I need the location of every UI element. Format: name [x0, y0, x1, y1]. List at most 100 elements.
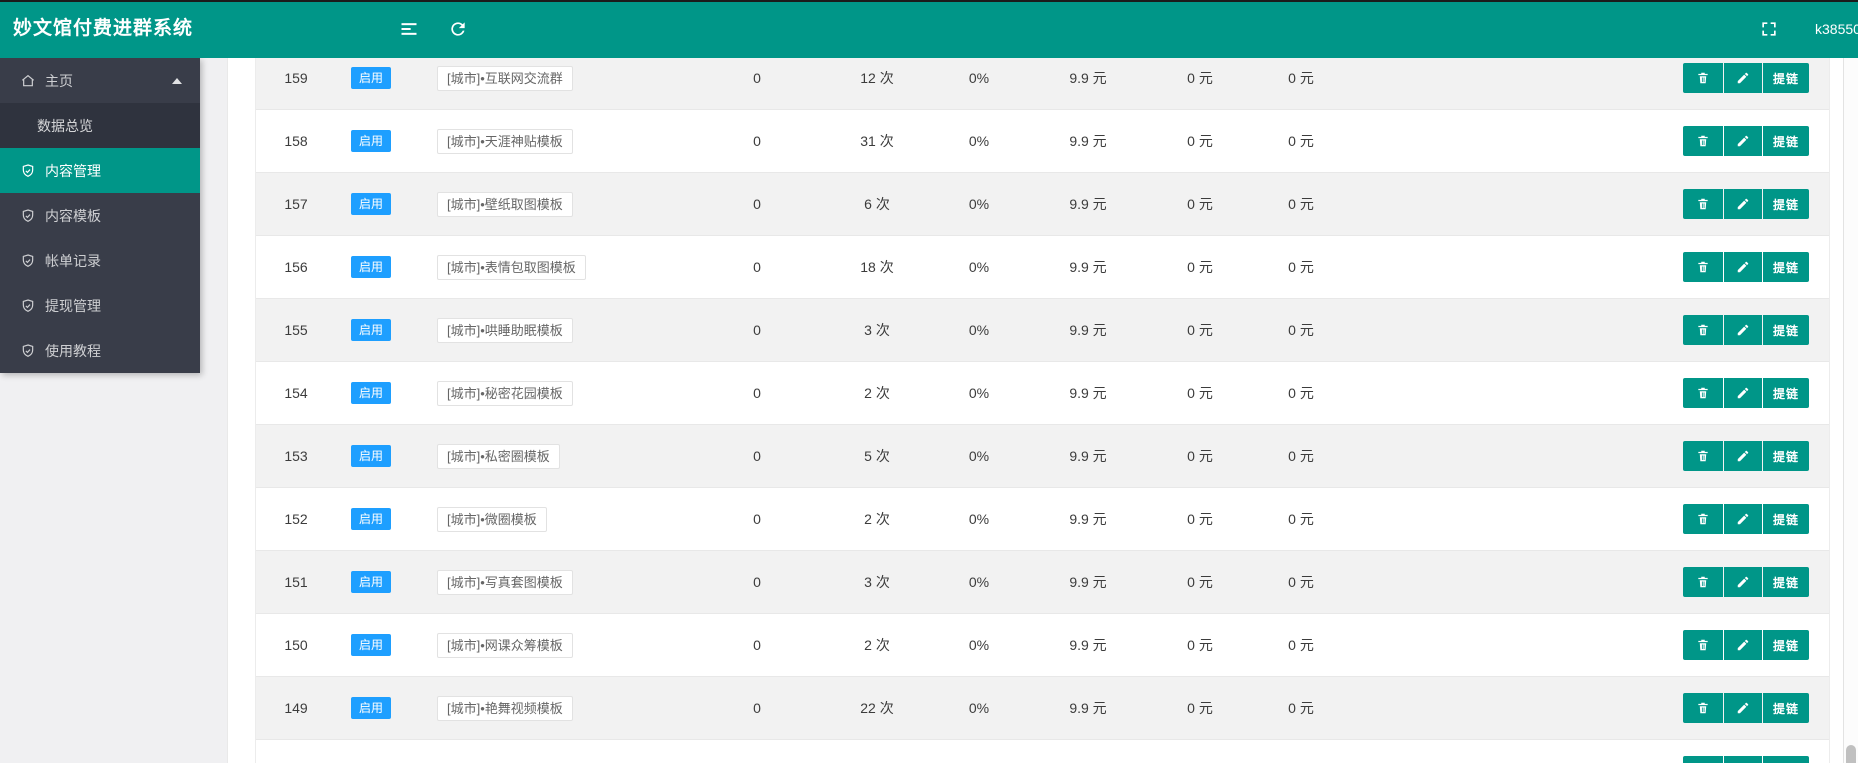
count-cell: 0	[753, 259, 761, 275]
edit-button[interactable]	[1724, 441, 1762, 471]
delete-button[interactable]	[1683, 504, 1723, 534]
template-name-box[interactable]: [城市]•天涯神贴模板	[437, 128, 573, 154]
price-cell: 9.9 元	[1069, 196, 1107, 212]
delete-button[interactable]	[1683, 126, 1723, 156]
percent-cell: 0%	[968, 637, 990, 653]
table-row: 149 启用 [城市]•艳舞视频模板 0 22 次 0% 9.9 元 0 元 0…	[256, 677, 1829, 740]
sidebar-item-home[interactable]: 主页	[0, 58, 200, 103]
sidebar-item-withdraw-manage[interactable]: 提现管理	[0, 283, 200, 328]
times-cell: 22 次	[860, 700, 894, 716]
price-cell: 9.9 元	[1069, 448, 1107, 464]
delete-button[interactable]	[1683, 567, 1723, 597]
price-cell: 9.9 元	[1069, 133, 1107, 149]
table-row: 155 启用 [城市]•哄睡助眠模板 0 3 次 0% 9.9 元 0 元 0 …	[256, 299, 1829, 362]
income-cell: 0 元	[1187, 511, 1213, 527]
scrollbar-thumb[interactable]	[1846, 745, 1856, 763]
delete-button[interactable]	[1683, 630, 1723, 660]
table-row: 150 启用 [城市]•网课众筹模板 0 2 次 0% 9.9 元 0 元 0 …	[256, 614, 1829, 677]
income-cell: 0 元	[1187, 385, 1213, 401]
template-name-box[interactable]: [城市]•秘密花园模板	[437, 380, 573, 406]
sidebar-item-content-template[interactable]: 内容模板	[0, 193, 200, 238]
delete-button[interactable]	[1683, 189, 1723, 219]
template-name-box[interactable]: [城市]•表情包取图模板	[437, 254, 586, 280]
chevron-up-icon	[172, 77, 182, 84]
get-link-button[interactable]: 提链	[1763, 315, 1809, 345]
get-link-button[interactable]: 提链	[1763, 252, 1809, 282]
get-link-button[interactable]: 提链	[1763, 693, 1809, 723]
get-link-button[interactable]: 提链	[1763, 441, 1809, 471]
edit-button[interactable]	[1724, 756, 1762, 763]
template-name-box[interactable]: [城市]•私密圈模板	[437, 443, 560, 469]
status-badge: 启用	[350, 508, 391, 530]
edit-button[interactable]	[1724, 567, 1762, 597]
row-actions: 提链	[1683, 693, 1809, 723]
delete-button[interactable]	[1683, 315, 1723, 345]
percent-cell: 0%	[968, 70, 990, 86]
income-cell: 0 元	[1187, 700, 1213, 716]
get-link-button[interactable]: 提链	[1763, 567, 1809, 597]
edit-button[interactable]	[1724, 315, 1762, 345]
times-cell: 3 次	[864, 322, 890, 338]
get-link-button[interactable]: 提链	[1763, 504, 1809, 534]
price-cell: 9.9 元	[1069, 637, 1107, 653]
price-cell: 9.9 元	[1069, 385, 1107, 401]
edit-button[interactable]	[1724, 189, 1762, 219]
sidebar-item-tutorial[interactable]: 使用教程	[0, 328, 200, 373]
username-menu[interactable]: k38550	[1815, 21, 1858, 37]
count-cell: 0	[753, 448, 761, 464]
template-name-box[interactable]: [城市]•网课众筹模板	[437, 632, 573, 658]
row-id: 159	[284, 70, 308, 86]
get-link-button[interactable]: 提链	[1763, 378, 1809, 408]
template-name-box[interactable]: [城市]•艳舞视频模板	[437, 695, 573, 721]
row-id: 149	[284, 700, 308, 716]
template-name-box[interactable]: [城市]•哄睡助眠模板	[437, 317, 573, 343]
shield-icon	[20, 208, 36, 224]
get-link-button[interactable]: 提链	[1763, 189, 1809, 219]
withdraw-cell: 0 元	[1288, 322, 1314, 338]
withdraw-cell: 0 元	[1288, 511, 1314, 527]
edit-button[interactable]	[1724, 63, 1762, 93]
get-link-button[interactable]: 提链	[1763, 63, 1809, 93]
delete-button[interactable]	[1683, 63, 1723, 93]
edit-button[interactable]	[1724, 126, 1762, 156]
fullscreen-icon[interactable]	[1759, 19, 1779, 39]
delete-button[interactable]	[1683, 756, 1723, 763]
refresh-icon[interactable]	[448, 19, 468, 39]
withdraw-cell: 0 元	[1288, 133, 1314, 149]
sidebar-nav: 主页 数据总览 内容管理 内容模板 帐单记录	[0, 58, 200, 373]
vertical-scrollbar[interactable]	[1843, 58, 1858, 763]
get-link-button[interactable]: 提链	[1763, 126, 1809, 156]
collapse-menu-icon[interactable]	[399, 19, 419, 39]
edit-button[interactable]	[1724, 252, 1762, 282]
template-name-box[interactable]: [城市]•壁纸取图模板	[437, 191, 573, 217]
status-badge: 启用	[350, 67, 391, 89]
sidebar-item-content-manage[interactable]: 内容管理	[0, 148, 200, 193]
sidebar-item-data-overview[interactable]: 数据总览	[0, 103, 200, 148]
status-badge: 启用	[350, 697, 391, 719]
delete-button[interactable]	[1683, 441, 1723, 471]
get-link-button[interactable]: 提链	[1763, 756, 1809, 763]
times-cell: 3 次	[864, 574, 890, 590]
sidebar-item-bill-records[interactable]: 帐单记录	[0, 238, 200, 283]
edit-button[interactable]	[1724, 504, 1762, 534]
table-row: 152 启用 [城市]•微圈模板 0 2 次 0% 9.9 元 0 元 0 元 …	[256, 488, 1829, 551]
row-actions: 提链	[1683, 126, 1809, 156]
delete-button[interactable]	[1683, 378, 1723, 408]
app-title: 妙文馆付费进群系统	[13, 18, 194, 39]
home-icon	[20, 73, 36, 89]
template-name-box[interactable]: [城市]•微圈模板	[437, 506, 547, 532]
delete-button[interactable]	[1683, 252, 1723, 282]
times-cell: 2 次	[864, 385, 890, 401]
template-name-box[interactable]: [城市]•写真套图模板	[437, 569, 573, 595]
price-cell: 9.9 元	[1069, 259, 1107, 275]
shield-icon	[20, 343, 36, 359]
row-id: 158	[284, 133, 308, 149]
percent-cell: 0%	[968, 700, 990, 716]
template-name-box[interactable]: [城市]•互联网交流群	[437, 65, 573, 91]
edit-button[interactable]	[1724, 693, 1762, 723]
edit-button[interactable]	[1724, 630, 1762, 660]
table-row: 158 启用 [城市]•天涯神贴模板 0 31 次 0% 9.9 元 0 元 0…	[256, 110, 1829, 173]
delete-button[interactable]	[1683, 693, 1723, 723]
edit-button[interactable]	[1724, 378, 1762, 408]
get-link-button[interactable]: 提链	[1763, 630, 1809, 660]
